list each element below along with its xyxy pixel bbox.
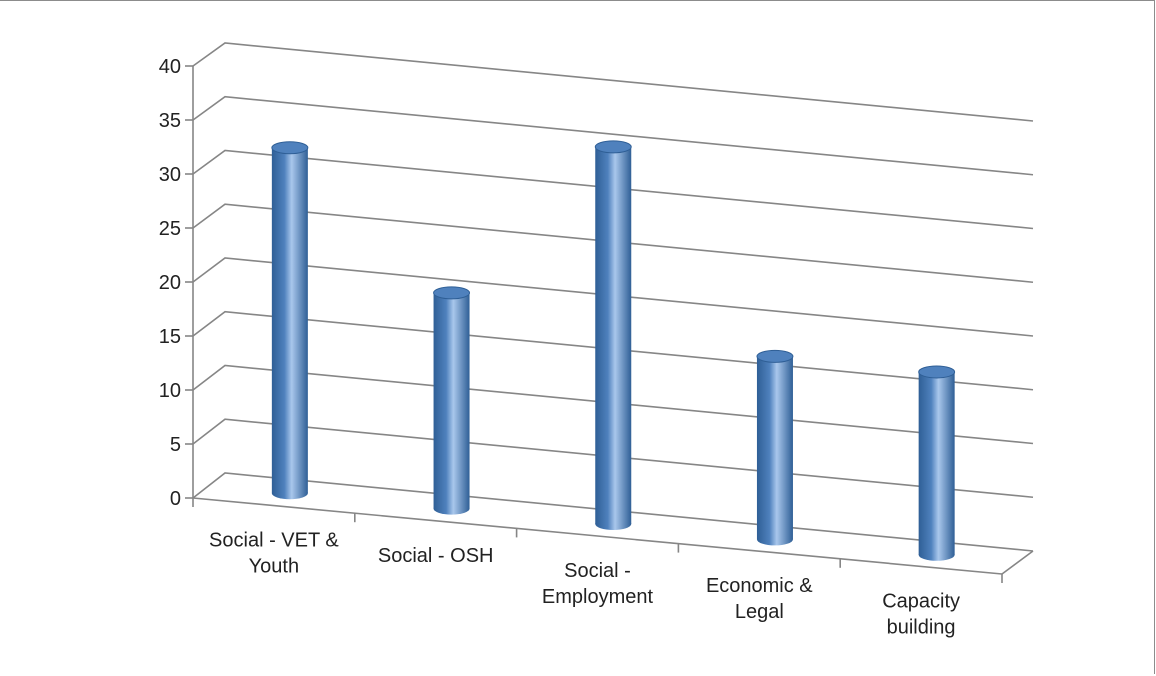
y-tick-label: 10 bbox=[159, 380, 181, 402]
y-tick-label: 15 bbox=[159, 326, 181, 348]
y-tick-label: 35 bbox=[159, 110, 181, 132]
gridlines bbox=[192, 42, 1034, 552]
gridline bbox=[192, 257, 1034, 337]
x-tick-label: Social - OSH bbox=[378, 545, 494, 567]
x-tick-label: Capacity building bbox=[882, 590, 960, 638]
y-tick-label: 0 bbox=[170, 488, 181, 510]
y-tick-label: 30 bbox=[159, 164, 181, 186]
x-tick-label: Economic & Legal bbox=[706, 575, 813, 623]
gridline bbox=[192, 149, 1034, 230]
axes bbox=[185, 65, 1034, 583]
bar bbox=[756, 349, 794, 546]
gridline bbox=[192, 203, 1034, 284]
y-tick-label: 25 bbox=[159, 218, 181, 240]
gridline bbox=[192, 95, 1034, 176]
y-tick-label: 20 bbox=[159, 272, 181, 294]
x-tick-label: Social -Employment bbox=[542, 560, 654, 608]
gridline bbox=[192, 42, 1034, 122]
bar bbox=[271, 141, 309, 500]
bars bbox=[271, 140, 956, 561]
x-tick-label: Social - VET & Youth bbox=[209, 530, 339, 578]
floor-edge bbox=[1001, 550, 1034, 575]
y-tick-label: 40 bbox=[159, 56, 181, 78]
y-tick-label: 5 bbox=[170, 434, 181, 456]
bar bbox=[594, 140, 632, 530]
bar bbox=[918, 365, 956, 561]
bar bbox=[433, 286, 471, 515]
labels: 0 5 10 15 20 25 30 35 40 Social - VET & Youth Socia… bbox=[159, 56, 960, 638]
x-axis bbox=[192, 497, 1003, 575]
